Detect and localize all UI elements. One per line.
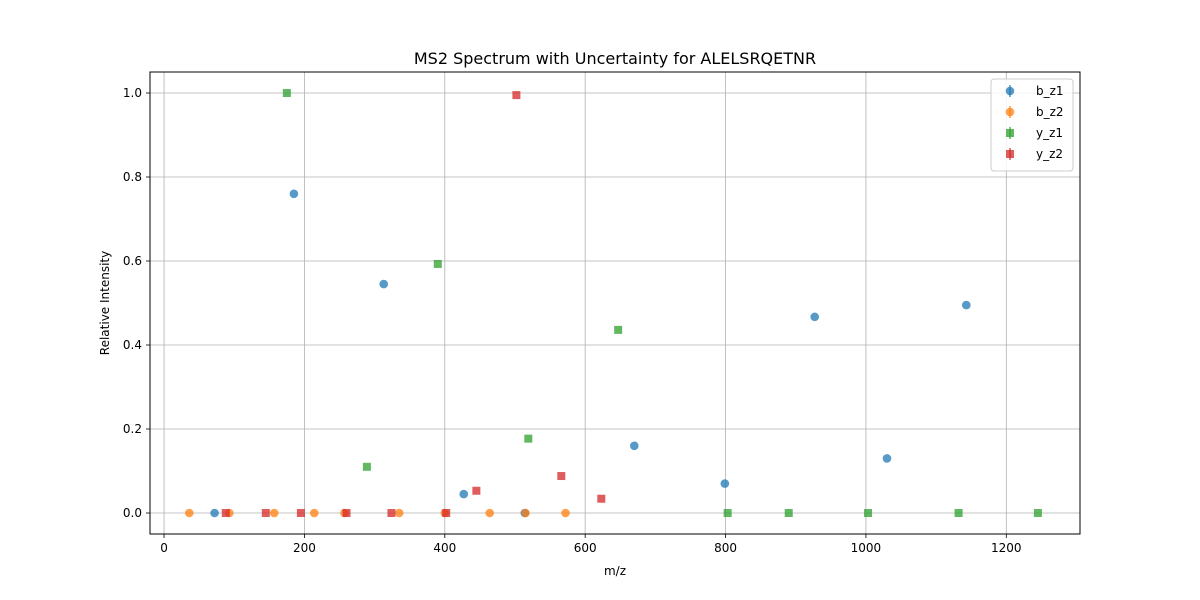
- data-point-y_z2: [442, 509, 451, 517]
- y-tick-label: 1.0: [123, 86, 142, 100]
- data-point-y_z1: [864, 509, 873, 517]
- legend-box: [990, 78, 1074, 172]
- legend-label-y_z2: y_z2: [1036, 147, 1063, 161]
- legend: b_z1 b_z2 y_z1 y_z2: [990, 78, 1074, 172]
- data-point-y_z2: [557, 472, 566, 481]
- data-point-y_z2: [342, 509, 351, 517]
- x-tick-label: 600: [574, 541, 597, 555]
- y-tick-label: 0.0: [123, 506, 142, 520]
- data-point-b_z2: [561, 508, 570, 518]
- legend-label-b_z2: b_z2: [1036, 105, 1064, 119]
- x-tick-label: 800: [714, 541, 737, 555]
- x-tick-label: 200: [293, 541, 316, 555]
- x-tick-label: 1200: [991, 541, 1022, 555]
- axis-ticks: 0 200 400 600 800 1000 1200 0.0 0.2 0.4 0.6 0.8 1.0: [123, 86, 1022, 555]
- data-point-b_z2: [269, 508, 279, 518]
- x-tick-label: 400: [433, 541, 456, 555]
- y-tick-label: 0.2: [123, 422, 142, 436]
- chart-title: MS2 Spectrum with Uncertainty for ALELSR…: [414, 49, 816, 68]
- data-point-b_z2: [521, 508, 530, 518]
- y-axis-label: Relative Intensity: [98, 251, 112, 355]
- data-point-y_z2: [472, 486, 481, 495]
- plot-frame: [149, 71, 1081, 535]
- data-point-y_z1: [1033, 509, 1042, 517]
- data-point-y_z2: [387, 509, 396, 517]
- data-point-b_z2: [309, 508, 319, 518]
- legend-label-y_z1: y_z1: [1036, 126, 1063, 140]
- data-point-y_z2: [512, 91, 521, 100]
- data-point-b_z1: [210, 508, 219, 518]
- data-point-y_z2: [296, 509, 305, 517]
- data-point-y_z1: [723, 509, 732, 517]
- data-point-y_z2: [597, 494, 606, 503]
- legend-marker-y_z1: [1006, 129, 1014, 137]
- legend-marker-y_z2: [1006, 150, 1014, 158]
- grid-lines: [150, 72, 1080, 534]
- y-tick-label: 0.6: [123, 254, 142, 268]
- y-tick-label: 0.4: [123, 338, 142, 352]
- data-points: [185, 89, 1042, 518]
- legend-marker-b_z1: [1005, 86, 1015, 96]
- x-axis-label: m/z: [604, 564, 626, 578]
- data-point-b_z1: [289, 189, 299, 199]
- legend-label-b_z1: b_z1: [1036, 84, 1064, 98]
- data-point-y_z1: [282, 89, 291, 97]
- data-point-b_z2: [394, 508, 404, 518]
- data-point-y_z1: [954, 509, 963, 517]
- data-point-y_z1: [614, 325, 623, 334]
- data-point-b_z1: [630, 441, 639, 451]
- legend-marker-b_z2: [1005, 107, 1015, 117]
- data-point-b_z2: [485, 508, 495, 518]
- data-point-y_z1: [784, 509, 793, 517]
- data-point-y_z1: [524, 434, 533, 443]
- x-tick-label: 0: [160, 541, 168, 555]
- data-point-b_z1: [882, 454, 892, 463]
- data-point-b_z1: [810, 312, 819, 322]
- data-point-b_z1: [720, 479, 730, 488]
- data-point-b_z1: [379, 279, 389, 289]
- data-point-y_z2: [261, 509, 270, 517]
- data-point-y_z1: [433, 259, 442, 268]
- data-point-y_z1: [362, 462, 371, 471]
- x-tick-label: 1000: [851, 541, 882, 555]
- data-point-b_z1: [961, 300, 971, 310]
- y-tick-label: 0.8: [123, 170, 142, 184]
- data-point-b_z1: [459, 489, 469, 499]
- data-point-b_z2: [185, 508, 194, 518]
- data-point-y_z2: [221, 509, 230, 517]
